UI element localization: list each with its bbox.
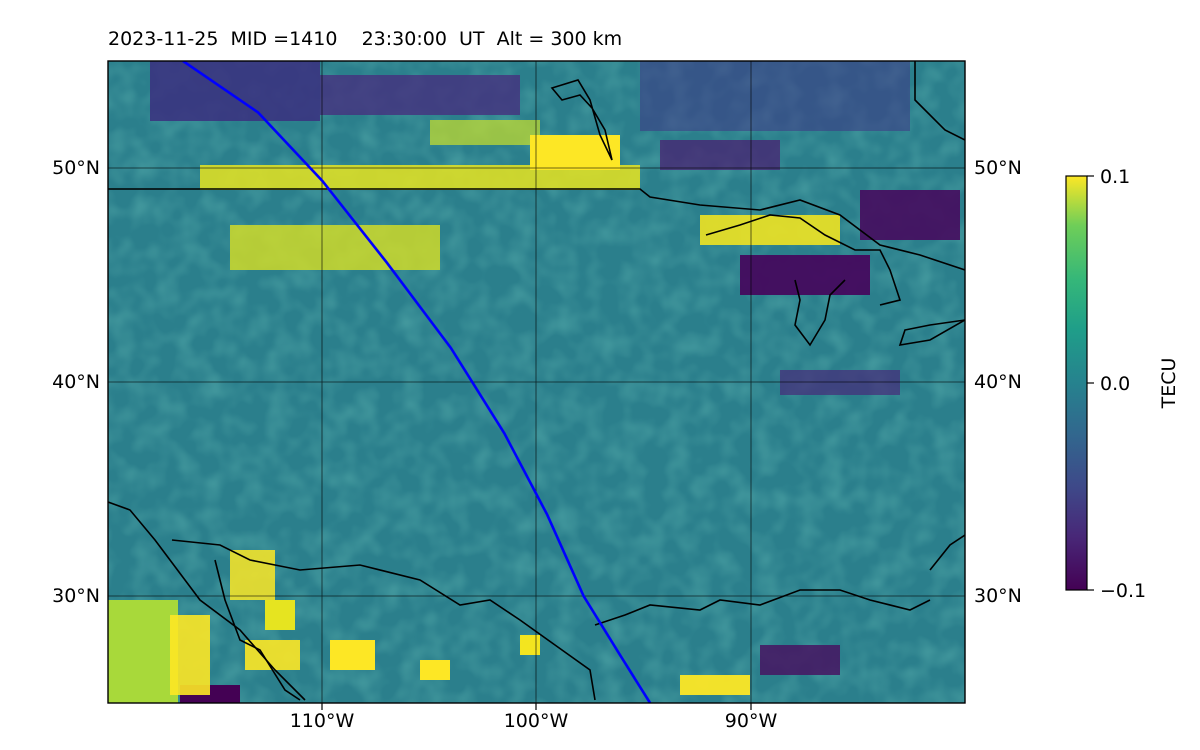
map-title: 2023-11-25 MID =1410 23:30:00 UT Alt = 3… <box>108 28 623 50</box>
lat-label-left-40: 40°N <box>52 371 100 393</box>
track-line <box>182 61 652 703</box>
satellite-track <box>182 61 652 703</box>
colorbar: 0.1 0.0 −0.1 TECU <box>1065 166 1180 602</box>
lon-label-110: 110°W <box>290 710 355 732</box>
lat-label-left-50: 50°N <box>52 157 100 179</box>
lon-label-90: 90°W <box>725 710 778 732</box>
colorbar-tick-min: −0.1 <box>1100 580 1146 602</box>
colorbar-tick-zero: 0.0 <box>1100 373 1130 395</box>
gridlines <box>108 61 965 703</box>
lat-label-right-40: 40°N <box>974 371 1022 393</box>
colorbar-gradient <box>1065 175 1088 591</box>
lat-label-right-50: 50°N <box>974 157 1022 179</box>
coastlines <box>108 61 965 701</box>
lon-label-100: 100°W <box>504 710 569 732</box>
tick-marks <box>321 703 752 710</box>
colorbar-label: TECU <box>1158 358 1180 410</box>
lat-label-left-30: 30°N <box>52 585 100 607</box>
lat-label-right-30: 30°N <box>974 585 1022 607</box>
colorbar-tick-max: 0.1 <box>1100 166 1130 188</box>
